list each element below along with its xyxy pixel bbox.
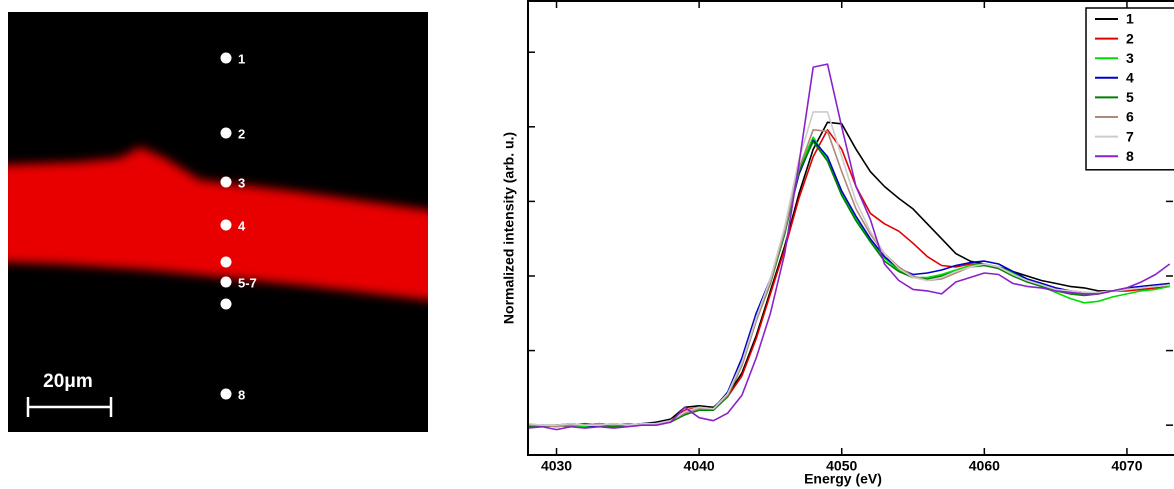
- dot: [220, 176, 232, 188]
- legend-label: 4: [1126, 70, 1134, 86]
- series-line: [528, 140, 1170, 428]
- x-tick-label: 4030: [541, 458, 572, 474]
- point-label: 5-7: [238, 275, 257, 290]
- series-line: [528, 63, 1171, 431]
- legend-label: 7: [1126, 128, 1134, 144]
- red-band: [8, 147, 428, 300]
- legend-label: 5: [1126, 89, 1134, 105]
- series-line: [528, 111, 1170, 426]
- plot-area: [528, 63, 1171, 431]
- series-line: [528, 129, 1170, 428]
- dot: [220, 298, 232, 310]
- x-tick-label: 4070: [1111, 458, 1142, 474]
- dot: [220, 388, 232, 400]
- series-line: [528, 129, 1170, 428]
- series-line: [528, 139, 1170, 428]
- legend-label: 6: [1126, 109, 1134, 125]
- point-label: 8: [238, 387, 245, 402]
- point-label: 4: [238, 218, 246, 233]
- dots: [220, 52, 232, 400]
- x-tick-label: 4050: [826, 458, 857, 474]
- scale-bar-label: 20μm: [43, 371, 93, 392]
- point-label: 1: [238, 51, 245, 66]
- legend-label: 3: [1126, 50, 1134, 66]
- legend-label: 2: [1126, 30, 1134, 46]
- dot: [220, 219, 232, 231]
- x-tick-label: 4060: [969, 458, 1000, 474]
- legend-label: 8: [1126, 148, 1134, 164]
- legend-box: [1085, 7, 1174, 171]
- chart: 4030 4040 4050 4060 4070 Energy (eV) Normalize…: [501, 0, 1174, 487]
- legend-label: 1: [1126, 11, 1134, 27]
- dot: [220, 127, 232, 139]
- dot: [220, 276, 232, 288]
- micrograph: 1 2 3 4 5-7 8 20μm: [8, 12, 428, 432]
- x-tick-label: 4040: [684, 458, 715, 474]
- y-axis-label: Normalized intensity (arb. u.): [501, 132, 517, 324]
- dot: [220, 256, 232, 268]
- point-label: 3: [238, 175, 245, 190]
- dot: [220, 52, 232, 64]
- point-label: 2: [238, 126, 245, 141]
- plot-frame: [527, 0, 1174, 456]
- x-axis-label: Energy (eV): [804, 471, 882, 487]
- scale-bar: [26, 397, 113, 417]
